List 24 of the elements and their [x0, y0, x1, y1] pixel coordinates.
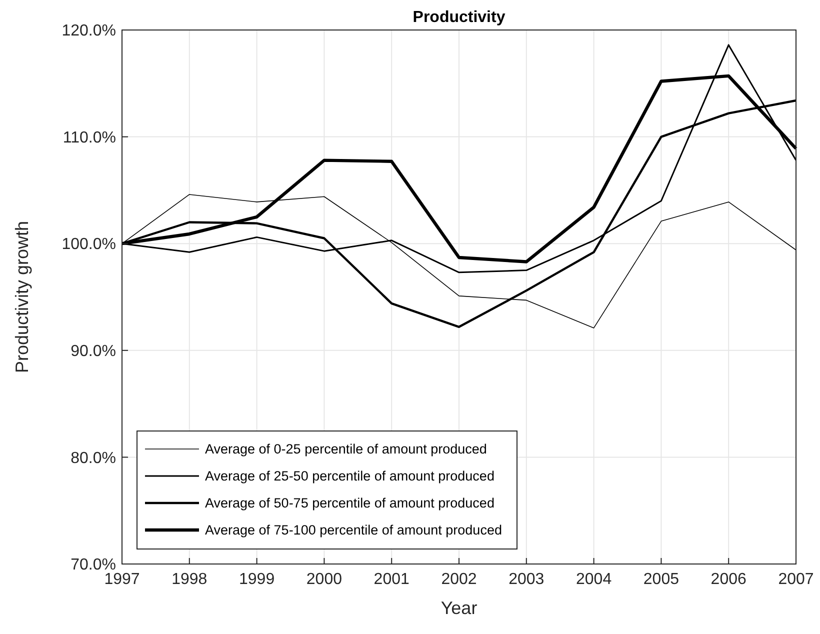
x-axis-title: Year	[440, 598, 478, 618]
x-tick-label: 2000	[306, 571, 342, 588]
x-tick-label: 2004	[576, 571, 612, 588]
legend-label: Average of 50-75 percentile of amount produced	[205, 496, 494, 511]
x-tick-label: 2003	[508, 571, 544, 588]
y-tick-label: 110.0%	[62, 129, 116, 146]
x-tick-label: 2006	[710, 571, 746, 588]
x-tick-label: 1997	[104, 571, 140, 588]
y-tick-label: 90.0%	[70, 343, 116, 360]
x-tick-label: 2007	[778, 571, 814, 588]
x-tick-label: 2005	[643, 571, 680, 588]
y-axis-title: Productivity growth	[12, 220, 32, 374]
legend-label: Average of 25-50 percentile of amount produced	[205, 468, 494, 484]
y-tick-label: 100.0%	[62, 236, 116, 254]
chart-title: Productivity	[412, 9, 506, 26]
x-tick-label: 1998	[172, 571, 208, 588]
x-tick-label: 2001	[374, 571, 410, 588]
legend-label: Average of 0-25 percentile of amount produced	[205, 442, 487, 457]
y-tick-label: 80.0%	[70, 450, 116, 467]
y-tick-label: 120.0%	[62, 22, 116, 40]
x-tick-label: 1999	[239, 571, 275, 588]
y-tick-label: 70.0%	[70, 556, 116, 574]
x-tick-label: 2002	[441, 571, 477, 588]
legend-label: Average of 75-100 percentile of amount produced	[205, 522, 502, 538]
